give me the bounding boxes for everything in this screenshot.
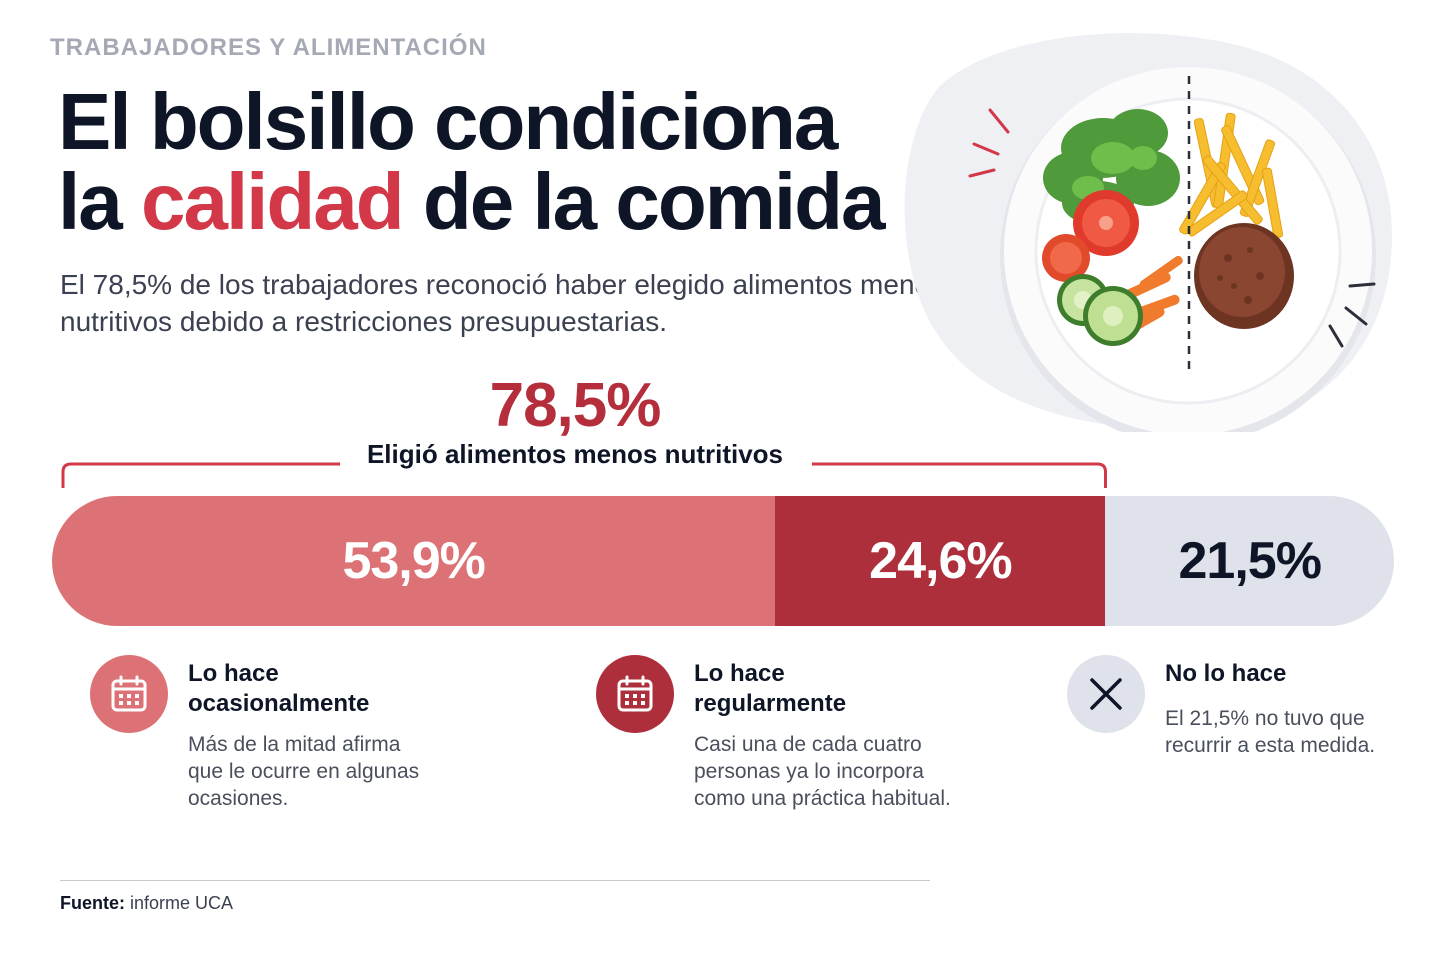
legend-description-line: Casi una de cada cuatro xyxy=(694,733,922,756)
source-label: Fuente: xyxy=(60,893,125,913)
plate-illustration xyxy=(904,33,1393,432)
subtitle: El 78,5% de los trabajadores reconoció h… xyxy=(60,269,945,337)
legend-description: Casi una de cada cuatro personas ya lo i… xyxy=(694,731,994,812)
title-line-2: la calidad de la comida xyxy=(58,162,885,242)
highlight-value: 78,5% xyxy=(489,371,662,440)
highlight-label: Eligió alimentos menos nutritivos xyxy=(366,439,784,469)
legend-description-line: personas ya lo incorpora xyxy=(694,760,924,783)
title-line-1: El bolsillo condiciona xyxy=(58,77,838,166)
source-note: Fuente: informe UCA xyxy=(60,893,233,914)
legend-title: Lo hace ocasionalmente xyxy=(188,659,488,719)
legend-description-line: Más de la mitad afirma xyxy=(188,733,401,756)
title-accent: calidad xyxy=(140,157,405,246)
legend-title: No lo hace xyxy=(1165,659,1440,689)
legend-description-line: recurrir a esta medida. xyxy=(1165,734,1376,757)
title-line-2-start: la xyxy=(58,157,141,246)
eyebrow: TRABAJADORES Y ALIMENTACIÓN xyxy=(50,34,487,61)
bar-segment-regular: 24,6% xyxy=(775,496,1106,626)
close-icon xyxy=(1067,655,1145,733)
bar-segment-occasional: 53,9% xyxy=(52,496,776,626)
calendar-icon xyxy=(596,655,674,733)
stacked-bar-chart: 53,9% 24,6% 21,5% xyxy=(52,496,1394,626)
legend-description-line: como una práctica habitual. xyxy=(694,787,951,810)
source-text: informe UCA xyxy=(130,893,234,913)
bar-segment-no: 21,5% xyxy=(1105,496,1394,626)
legend-title: Lo hace regularmente xyxy=(694,659,994,719)
legend-title-line: No lo hace xyxy=(1165,660,1287,687)
page-title: El bolsillo condiciona la calidad de la … xyxy=(58,77,885,242)
legend-title-line: ocasionalmente xyxy=(188,690,370,717)
calendar-icon xyxy=(90,655,168,733)
title-line-2-end: de la comida xyxy=(402,157,886,246)
legend-description-line: El 21,5% no tuvo que xyxy=(1165,707,1365,730)
legend-description-line: que le ocurre en algunas xyxy=(188,760,420,783)
legend-title-line: Lo hace xyxy=(694,660,785,687)
legend-description: El 21,5% no tuvo que recurrir a esta med… xyxy=(1165,705,1435,759)
legend-title-line: regularmente xyxy=(694,690,847,717)
legend-description: Más de la mitad afirma que le ocurre en … xyxy=(188,731,488,812)
legend-title-line: Lo hace xyxy=(188,660,279,687)
highlight-bracket xyxy=(61,462,1107,488)
legend-description-line: ocasiones. xyxy=(188,787,289,810)
footer-divider xyxy=(60,880,930,881)
